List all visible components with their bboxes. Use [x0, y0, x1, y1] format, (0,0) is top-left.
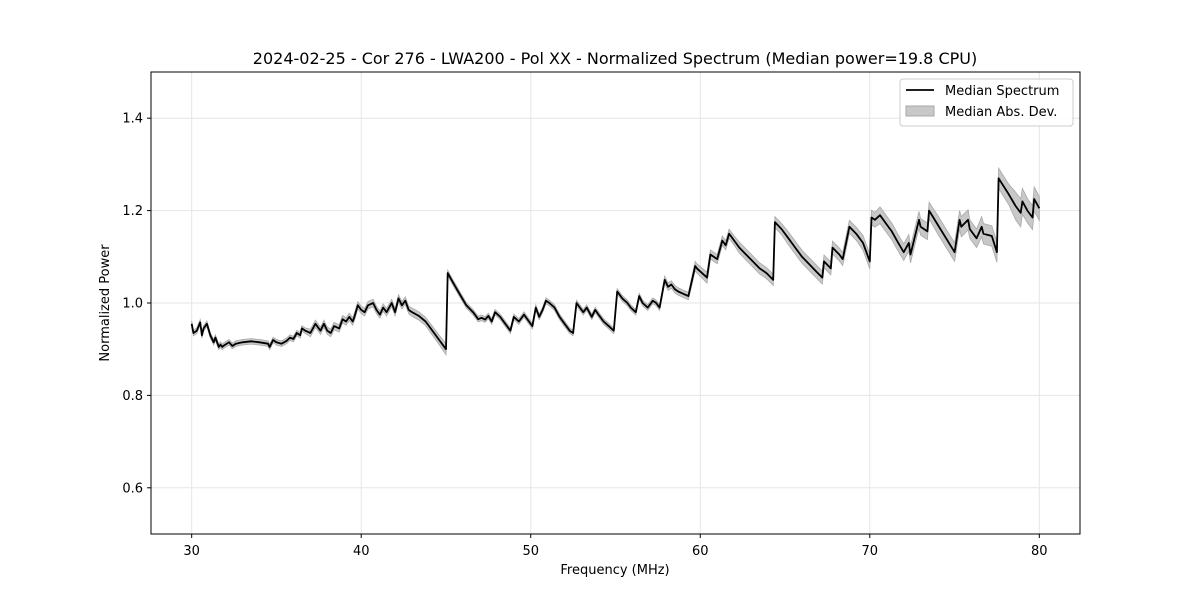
- median-line-layer: [190, 177, 1041, 351]
- legend-label-median-abs-dev: Median Abs. Dev.: [945, 105, 1057, 120]
- mad-band: [191, 166, 1040, 356]
- y-tick-label: 1.0: [122, 297, 143, 312]
- y-tick-label: 1.2: [122, 204, 143, 219]
- plot-frame: [150, 71, 1081, 535]
- x-tick-label: 80: [1031, 544, 1048, 559]
- x-axis-title: Frequency (MHz): [560, 563, 669, 578]
- mad-band-layer: [191, 166, 1040, 356]
- x-tick-label: 30: [183, 544, 200, 559]
- chart-title: 2024-02-25 - Cor 276 - LWA200 - Pol XX -…: [253, 49, 977, 68]
- y-tick-label: 0.6: [122, 481, 143, 496]
- y-axis-title: Normalized Power: [98, 244, 113, 362]
- x-tick-label: 40: [353, 544, 370, 559]
- y-tick-label: 0.8: [122, 389, 143, 404]
- median-spectrum-line: [190, 177, 1041, 351]
- legend-band-swatch: [905, 105, 935, 117]
- legend: Median Spectrum Median Abs. Dev.: [899, 78, 1074, 127]
- axes: [147, 71, 1081, 538]
- x-tick-label: 60: [692, 544, 709, 559]
- legend-box: [899, 78, 1074, 127]
- y-tick-label: 1.4: [122, 112, 143, 127]
- legend-label-median-spectrum: Median Spectrum: [945, 84, 1059, 99]
- tick-labels: 30 40 50 60 70 80 0.6 0.8 1.0 1.2 1.4: [122, 112, 1047, 559]
- x-tick-label: 50: [522, 544, 539, 559]
- x-tick-label: 70: [862, 544, 879, 559]
